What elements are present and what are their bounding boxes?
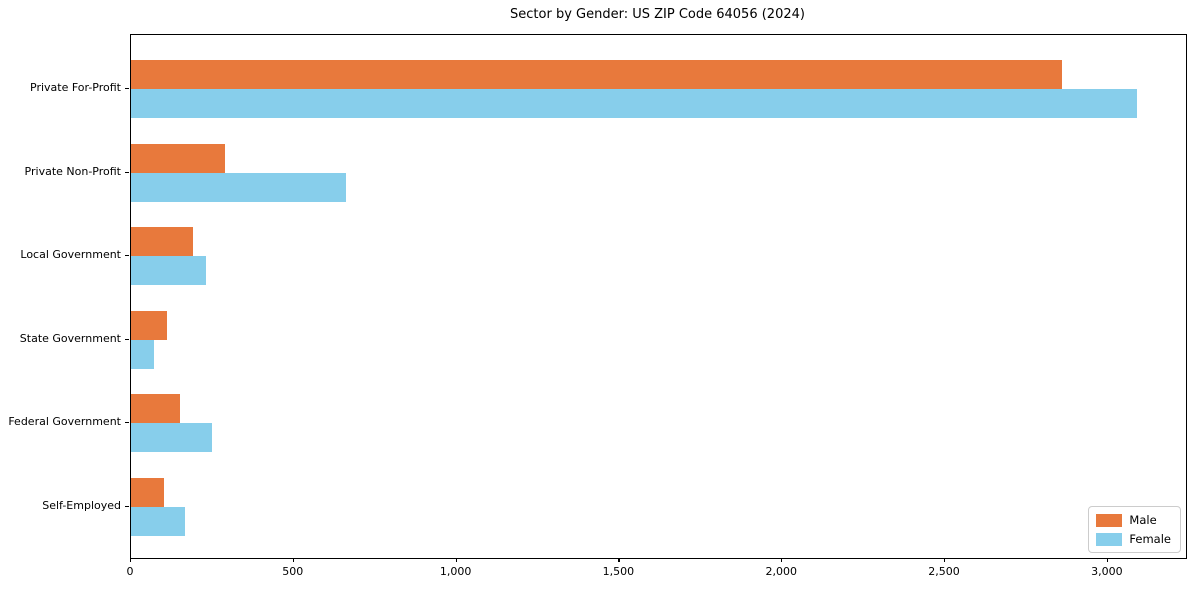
bar-male-private-for-profit: [131, 60, 1063, 89]
x-axis-tick: [455, 558, 457, 562]
bar-female-federal-government: [131, 423, 213, 452]
bar-female-private-for-profit: [131, 89, 1138, 118]
chart-title: Sector by Gender: US ZIP Code 64056 (202…: [510, 7, 805, 22]
plot-area: Male Female: [130, 34, 1187, 559]
x-tick-label: 2,500: [928, 565, 960, 578]
x-tick-label: 1,000: [439, 565, 472, 578]
bar-male-local-government: [131, 227, 193, 256]
legend-label-male: Male: [1129, 513, 1157, 527]
bar-male-state-government: [131, 310, 167, 340]
y-axis-label-federal-government: Federal Government: [8, 415, 121, 428]
x-axis-tick: [618, 558, 620, 562]
bar-female-self-employed: [131, 506, 185, 536]
legend-swatch-male: [1096, 513, 1123, 527]
x-tick-label: 3,000: [1091, 565, 1123, 578]
legend-item-female: Female: [1096, 532, 1171, 546]
x-tick-label: 1,500: [602, 565, 635, 578]
x-axis-tick: [292, 558, 294, 562]
legend-item-male: Male: [1096, 513, 1171, 527]
x-tick-label: 2,000: [765, 565, 797, 578]
y-axis-tick: [125, 338, 129, 340]
y-axis-tick: [125, 505, 129, 507]
x-axis-tick: [130, 558, 132, 562]
x-axis-tick: [781, 558, 783, 562]
y-axis-tick: [125, 171, 129, 173]
bar-male-private-non-profit: [131, 143, 226, 173]
y-axis-tick: [125, 88, 129, 90]
x-axis-tick: [1106, 558, 1109, 562]
y-axis-label-self-employed: Self-Employed: [42, 498, 121, 512]
bar-female-private-non-profit: [131, 172, 346, 202]
y-axis-label-local-government: Local Government: [20, 248, 121, 261]
y-axis-label-state-government: State Government: [19, 331, 121, 345]
y-axis-tick: [125, 422, 129, 424]
bar-male-federal-government: [131, 394, 180, 423]
x-tick-label: 0: [126, 565, 134, 578]
bar-female-local-government: [131, 256, 206, 285]
legend: Male Female: [1088, 506, 1181, 553]
bar-female-state-government: [131, 339, 154, 369]
legend-swatch-female: [1096, 532, 1123, 546]
y-axis-label-private-for-profit: Private For-Profit: [30, 81, 121, 94]
bar-male-self-employed: [131, 477, 164, 507]
x-tick-label: 500: [282, 565, 304, 578]
x-axis-tick: [944, 558, 946, 562]
y-axis-tick: [125, 255, 129, 257]
y-axis-label-private-non-profit: Private Non-Profit: [24, 164, 121, 178]
legend-label-female: Female: [1129, 532, 1171, 546]
